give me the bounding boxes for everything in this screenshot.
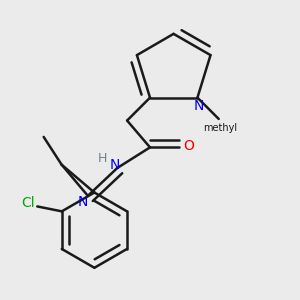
Text: N: N — [78, 195, 88, 209]
Text: N: N — [110, 158, 120, 172]
Text: Cl: Cl — [21, 196, 35, 209]
Text: O: O — [183, 139, 194, 153]
Text: N: N — [194, 99, 204, 113]
Text: methyl: methyl — [203, 123, 237, 133]
Text: H: H — [98, 152, 107, 165]
